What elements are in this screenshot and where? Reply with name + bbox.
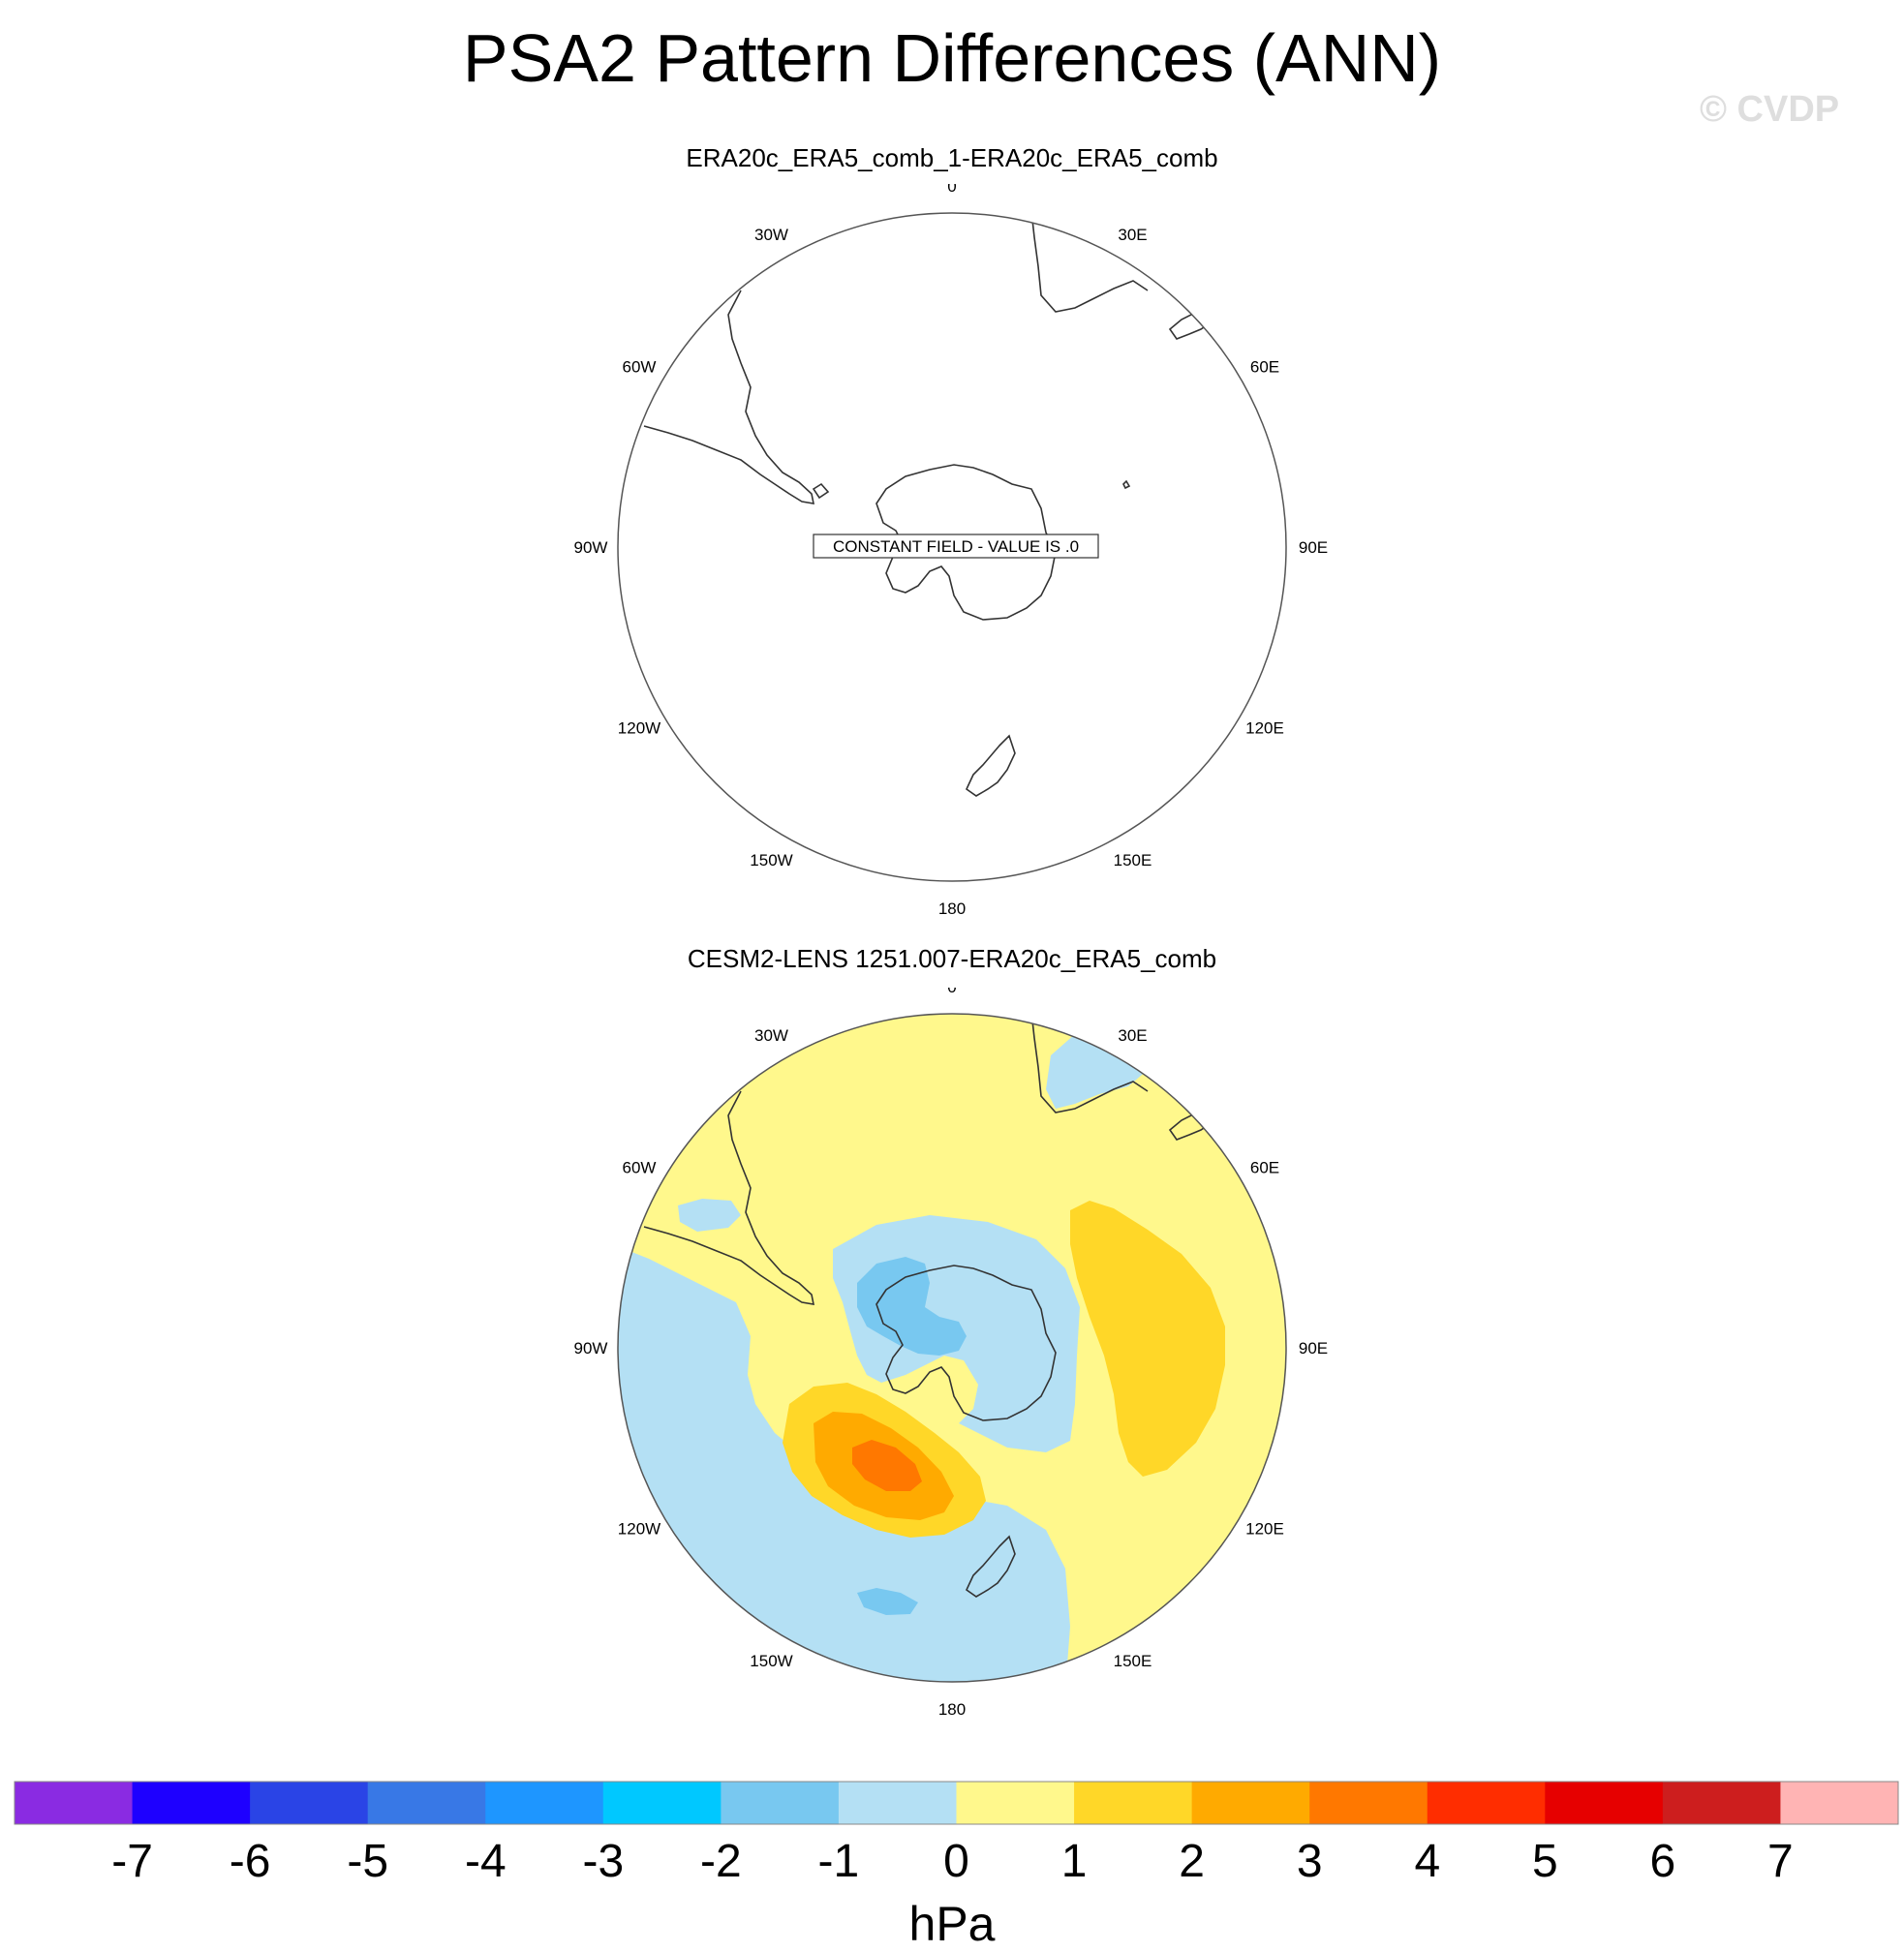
colorbar-tick-label: -3 xyxy=(582,1836,624,1887)
colorbar-swatch xyxy=(250,1782,369,1824)
antarctica-coast xyxy=(875,464,1057,621)
new-zealand-coast-2 xyxy=(965,1535,1016,1598)
colorbar-swatch xyxy=(721,1782,840,1824)
africa-coast xyxy=(1030,213,1149,313)
colorbar-swatch xyxy=(1427,1782,1546,1824)
panel1-longitude-labels: 0 30E 60E 90E 120E 150E 180 150W 120W 90W 60W 30W xyxy=(574,184,1329,918)
colorbar-swatch xyxy=(15,1782,134,1824)
colorbar-swatch xyxy=(1191,1782,1310,1824)
panel2-map-border xyxy=(617,1013,1287,1683)
contour-pos-indian xyxy=(1070,1201,1225,1477)
panel2-title: CESM2-LENS 1251.007-ERA20c_ERA5_comb xyxy=(687,944,1217,973)
colorbar-tick-label: 1 xyxy=(1061,1836,1088,1887)
longitude-label: 150W xyxy=(750,851,792,869)
colorbar-swatch xyxy=(1662,1782,1781,1824)
panel1-constant-field-box: CONSTANT FIELD - VALUE IS .0 xyxy=(813,534,1099,559)
colorbar-tick-label: -1 xyxy=(818,1836,860,1887)
longitude-label: 30W xyxy=(754,1026,788,1045)
colorbar-swatch xyxy=(1545,1782,1664,1824)
longitude-label: 60E xyxy=(1250,1159,1279,1177)
panel1-title: ERA20c_ERA5_comb_1-ERA20c_ERA5_comb xyxy=(686,143,1218,172)
longitude-label: 60W xyxy=(623,1159,657,1177)
colorbar-tick-label: 5 xyxy=(1532,1836,1558,1887)
longitude-label: 90E xyxy=(1299,1339,1328,1357)
colorbar-tick-label: 3 xyxy=(1297,1836,1323,1887)
colorbar-frame xyxy=(14,1781,1899,1825)
colorbar-swatch xyxy=(602,1782,722,1824)
colorbar-swatch xyxy=(485,1782,604,1824)
south-america-coast xyxy=(643,290,815,504)
longitude-label: 120W xyxy=(618,1520,660,1539)
colorbar-swatch xyxy=(367,1782,486,1824)
chart-title: PSA2 Pattern Differences (ANN) xyxy=(462,20,1442,96)
antarctica-coast-2 xyxy=(875,1265,1057,1421)
colorbar-tick-label: -7 xyxy=(111,1836,153,1887)
colorbar-tick-label: -5 xyxy=(347,1836,388,1887)
contour-neg-60w xyxy=(678,1199,741,1232)
longitude-label: 150W xyxy=(750,1652,792,1670)
colorbar-tick-label: -4 xyxy=(465,1836,507,1887)
colorbar-tick-label: -2 xyxy=(700,1836,742,1887)
longitude-label: 120E xyxy=(1245,1520,1284,1539)
longitude-label: 90E xyxy=(1299,538,1328,557)
colorbar-tick-label: 2 xyxy=(1179,1836,1205,1887)
longitude-label: 30E xyxy=(1118,226,1147,244)
colorbar-swatch xyxy=(1074,1782,1193,1824)
colorbar-swatch xyxy=(1309,1782,1428,1824)
colorbar-tick-label: 4 xyxy=(1414,1836,1440,1887)
colorbar-tick-label: 0 xyxy=(943,1836,969,1887)
longitude-label: 150E xyxy=(1114,1652,1152,1670)
longitude-label: 0 xyxy=(947,184,956,196)
longitude-label: 180 xyxy=(938,1700,966,1719)
colorbar-units: hPa xyxy=(908,1897,996,1951)
panel1-map: 0 30E 60E 90E 120E 150E 180 150W 120W 90W 60W 30W C… xyxy=(574,184,1329,918)
colorbar-tick-label: 7 xyxy=(1767,1836,1794,1887)
colorbar-swatch xyxy=(1780,1782,1899,1824)
colorbar-tick-label: -6 xyxy=(230,1836,271,1887)
contour-neg2-peninsula xyxy=(857,1257,967,1356)
longitude-label: 90W xyxy=(574,538,608,557)
colorbar-swatch xyxy=(838,1782,957,1824)
new-zealand-coast xyxy=(965,734,1016,797)
watermark: © CVDP xyxy=(1700,89,1840,130)
africa-coast-2 xyxy=(1030,1014,1149,1113)
longitude-label: 0 xyxy=(947,988,956,996)
longitude-label: 120E xyxy=(1245,719,1284,738)
longitude-label: 60E xyxy=(1250,358,1279,377)
longitude-label: 30W xyxy=(754,226,788,244)
contour-neg2-pacific xyxy=(857,1588,918,1615)
colorbar: -7 -6 -5 -4 -3 -2 -1 0 1 2 3 4 5 6 7 xyxy=(14,1781,1899,1887)
longitude-label: 60W xyxy=(623,358,657,377)
longitude-label: 30E xyxy=(1118,1026,1147,1045)
longitude-label: 90W xyxy=(574,1339,608,1357)
colorbar-swatch xyxy=(956,1782,1075,1824)
longitude-label: 150E xyxy=(1114,851,1152,869)
panel2-longitude-labels: 0 30E 60E 90E 120E 150E 180 150W 120W 90W 60W 30W xyxy=(574,988,1329,1719)
contour-pos-pacific-3 xyxy=(852,1440,922,1491)
south-america-coast-2 xyxy=(643,1090,815,1305)
colorbar-swatch xyxy=(132,1782,251,1824)
longitude-label: 120W xyxy=(618,719,660,738)
panel1-annotation: CONSTANT FIELD - VALUE IS .0 xyxy=(833,537,1079,556)
colorbar-tick-label: 6 xyxy=(1650,1836,1676,1887)
panel2-map: 0 30E 60E 90E 120E 150E 180 150W 120W 90W 60W 30W xyxy=(574,988,1329,1719)
longitude-label: 180 xyxy=(938,900,966,918)
panel1-map-border xyxy=(617,212,1287,882)
